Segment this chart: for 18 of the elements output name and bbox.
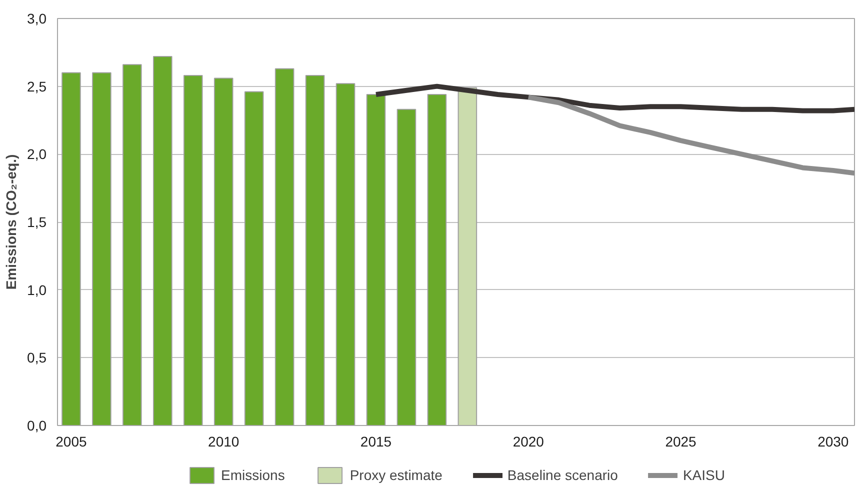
x-tick-label: 2030 — [818, 434, 849, 450]
y-axis-title: Emissions (CO₂-eq.) — [3, 154, 20, 290]
legend-label: Baseline scenario — [507, 467, 618, 483]
y-tick-label: 2,5 — [27, 78, 47, 94]
legend-label: Emissions — [221, 467, 285, 483]
legend-label: Proxy estimate — [350, 467, 442, 483]
x-tick-label: 2015 — [360, 434, 392, 450]
y-tick-label: 0,5 — [27, 350, 47, 366]
legend-label: KAISU — [682, 467, 725, 483]
x-tick-label: 2010 — [208, 434, 240, 450]
y-tick-label: 3,0 — [27, 10, 47, 26]
x-tick-label: 2005 — [56, 434, 87, 450]
y-tick-label: 0,0 — [27, 418, 47, 434]
y-tick-label: 1,5 — [27, 214, 47, 230]
y-tick-label: 2,0 — [27, 146, 47, 162]
x-tick-label: 2020 — [512, 434, 544, 450]
y-tick-label: 1,0 — [27, 282, 47, 298]
x-tick-label: 2025 — [665, 434, 697, 450]
